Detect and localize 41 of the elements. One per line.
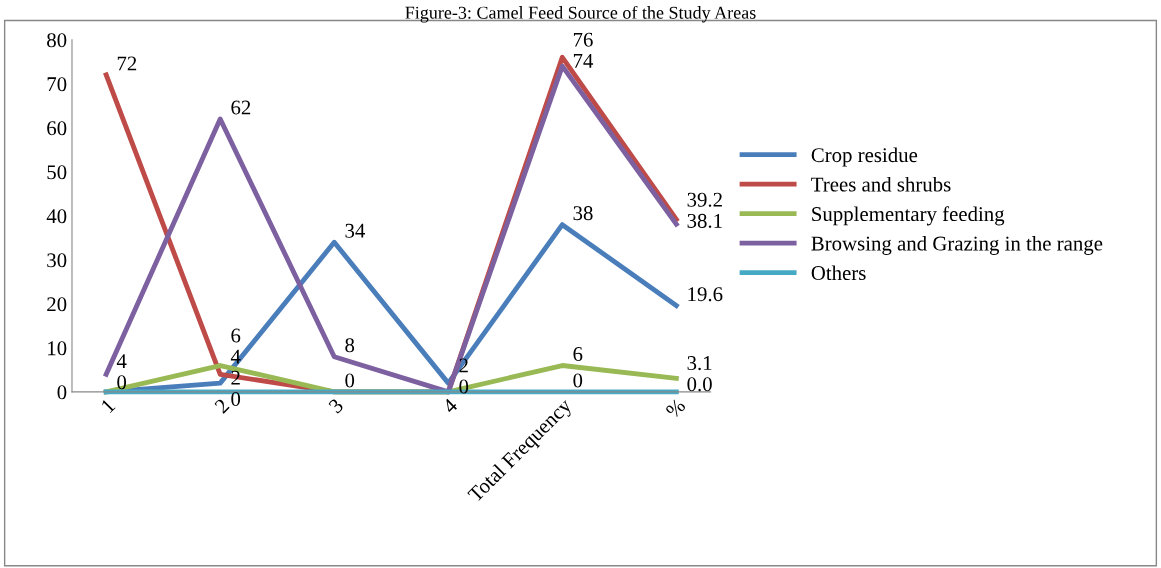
data-label: 62 [231, 100, 251, 115]
y-tick-label: 40 [46, 209, 67, 224]
data-label: 34 [345, 223, 366, 238]
x-tick-label: % [664, 397, 687, 419]
x-tick-label: 4 [441, 397, 459, 415]
x-tick-label: 3 [328, 397, 345, 414]
data-label: 76 [573, 32, 593, 47]
y-tick-label: 50 [47, 165, 67, 180]
data-label: 2 [459, 358, 468, 373]
y-tick-label: 80 [47, 33, 67, 48]
y-tick-label: 70 [47, 77, 67, 92]
chart-title: Figure-3: Camel Feed Source of the Study Areas [405, 5, 756, 23]
data-label: 0 [231, 391, 241, 406]
data-label: 0 [573, 373, 583, 388]
x-tick-label: 1 [100, 398, 116, 414]
data-label: 6 [231, 328, 241, 343]
data-label: 8 [345, 338, 355, 353]
data-label: 38.1 [687, 213, 722, 228]
data-label: 0.0 [687, 377, 712, 392]
legend-label: Supplementary feeding [812, 206, 1005, 226]
data-label: 4 [116, 354, 127, 368]
data-label: 3.1 [687, 356, 712, 371]
y-tick-label: 0 [57, 385, 67, 400]
data-label: 74 [573, 53, 594, 68]
y-tick-label: 30 [47, 253, 67, 268]
data-label: 19.6 [688, 287, 723, 302]
legend-label: Crop residue [811, 147, 918, 167]
data-label: 0 [345, 373, 355, 388]
y-tick-label: 60 [47, 121, 67, 136]
legend-label: Browsing and Grazing in the range [811, 235, 1103, 255]
data-label: 72 [117, 56, 137, 71]
data-label: 39.2 [687, 192, 722, 207]
y-tick-label: 20 [47, 297, 67, 312]
data-label: 0 [117, 375, 127, 390]
y-tick-label: 10 [48, 341, 67, 356]
legend-label: Trees and shrubs [811, 176, 951, 192]
x-tick-label: 2 [213, 398, 230, 414]
data-label: 4 [230, 349, 241, 364]
data-label: 38 [573, 206, 593, 221]
legend-label: Others [811, 265, 866, 281]
data-label: 6 [573, 347, 583, 362]
